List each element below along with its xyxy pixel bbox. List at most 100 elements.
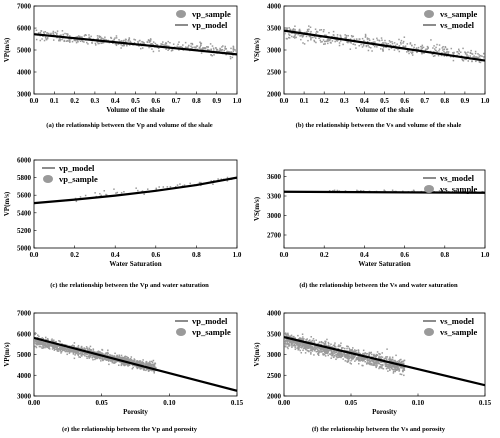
sample-point (108, 358, 111, 361)
sample-point (336, 353, 338, 356)
sample-point (294, 342, 297, 344)
sample-point (402, 366, 404, 369)
sample-point (126, 359, 128, 361)
sample-point (68, 350, 70, 353)
sample-point (99, 35, 102, 38)
sample-point (447, 51, 450, 53)
sample-point (337, 354, 340, 356)
sample-point (307, 39, 309, 42)
sample-point (119, 360, 121, 363)
x-tick-label: 0.10 (412, 399, 425, 407)
sample-point (389, 366, 392, 368)
sample-point (74, 352, 77, 354)
x-tick-label: 1.0 (233, 251, 242, 259)
sample-point (286, 340, 289, 342)
chart-caption: (f) the relationship between the Vs and … (312, 426, 446, 433)
sample-point (326, 338, 328, 341)
sample-point (320, 348, 323, 351)
sample-point (59, 39, 61, 42)
sample-point (111, 354, 113, 357)
sample-point (299, 30, 302, 32)
sample-point (347, 41, 349, 44)
x-axis-label: Porosity (123, 408, 148, 416)
sample-point (154, 366, 156, 369)
y-tick-label: 6000 (17, 330, 32, 338)
sample-point (88, 347, 91, 350)
sample-point (301, 36, 304, 38)
sample-point (61, 30, 64, 32)
sample-point (351, 36, 353, 38)
sample-point (153, 365, 155, 367)
sample-point (71, 348, 73, 351)
sample-point (409, 43, 412, 45)
sample-point (85, 355, 88, 358)
sample-point (96, 355, 99, 357)
sample-point (144, 364, 147, 367)
sample-point (141, 363, 143, 366)
sample-point (51, 338, 53, 340)
sample-point (125, 363, 127, 365)
plot-marks (284, 189, 485, 194)
x-axis-label: Volume of the shale (355, 106, 413, 114)
sample-point (145, 361, 148, 363)
sample-point (148, 46, 150, 49)
sample-point (84, 354, 86, 357)
sample-point (132, 364, 134, 367)
sample-point (34, 333, 36, 336)
sample-point (298, 28, 301, 31)
sample-point (313, 354, 315, 356)
sample-point (303, 345, 305, 348)
sample-point (69, 35, 71, 37)
sample-point (44, 342, 46, 344)
sample-point (303, 43, 306, 45)
sample-point (318, 346, 320, 348)
x-tick-label: 0.1 (50, 97, 59, 105)
sample-point (81, 39, 83, 42)
legend-label: vs_sample (440, 9, 478, 19)
sample-point (357, 349, 360, 352)
sample-point (479, 54, 482, 57)
sample-point (54, 31, 57, 34)
sample-point (328, 38, 330, 41)
sample-point (125, 357, 127, 360)
sample-point (446, 48, 449, 50)
sample-point (200, 44, 202, 46)
sample-point (292, 36, 295, 38)
sample-point (322, 352, 324, 355)
sample-point (135, 365, 138, 367)
sample-point (374, 364, 376, 367)
sample-point (472, 56, 474, 58)
sample-point (288, 37, 291, 39)
sample-point (469, 55, 471, 57)
sample-point (313, 40, 316, 43)
sample-point (168, 45, 170, 48)
sample-point (423, 52, 425, 54)
sample-point (148, 369, 150, 372)
x-tick-label: 0.15 (479, 399, 492, 407)
sample-point (323, 40, 326, 43)
sample-point (284, 341, 286, 343)
sample-point (434, 55, 436, 57)
sample-point (353, 349, 356, 351)
x-tick-label: 0.7 (420, 97, 429, 105)
sample-point (378, 352, 380, 355)
sample-point (132, 360, 135, 362)
plot-marks (284, 25, 485, 64)
sample-point (53, 339, 55, 342)
y-tick-label: 3000 (267, 212, 282, 220)
sample-point (103, 190, 106, 192)
sample-point (286, 38, 288, 40)
x-tick-label: 0.2 (320, 251, 329, 259)
sample-point (408, 52, 410, 55)
sample-point (392, 368, 394, 371)
sample-point (395, 368, 397, 370)
sample-point (35, 341, 38, 343)
sample-point (177, 43, 179, 46)
sample-point (118, 39, 120, 41)
sample-point (153, 363, 156, 365)
sample-point (300, 345, 303, 347)
sample-point (98, 35, 101, 37)
sample-point (320, 344, 323, 346)
sample-point (288, 345, 290, 347)
sample-point (139, 363, 142, 366)
